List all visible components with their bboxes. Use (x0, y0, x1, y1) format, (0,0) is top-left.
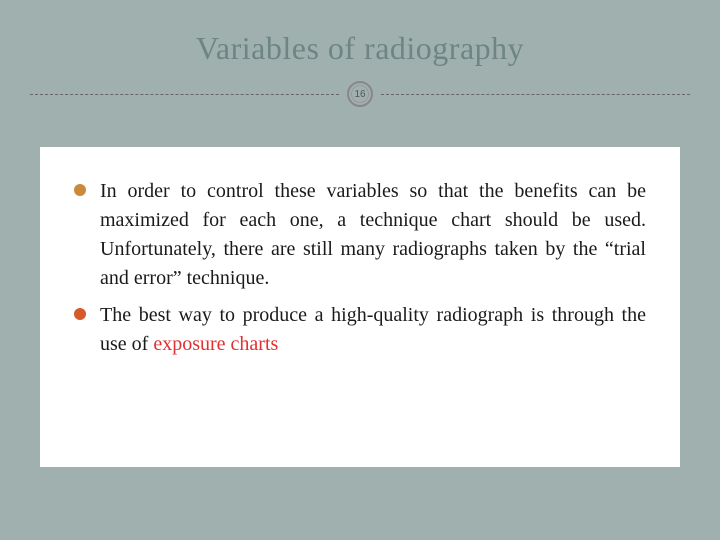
content-panel: In order to control these variables so t… (40, 147, 680, 467)
page-number-circle: 16 (347, 81, 373, 107)
divider-left (30, 94, 339, 95)
bullet-icon (74, 308, 86, 320)
slide-container: Variables of radiography 16 In order to … (10, 10, 710, 530)
bullet-item: In order to control these variables so t… (74, 177, 646, 293)
bullet-item: The best way to produce a high-quality r… (74, 301, 646, 359)
page-number: 16 (354, 89, 365, 100)
divider-row: 16 (10, 81, 710, 107)
bullet-text: The best way to produce a high-quality r… (100, 301, 646, 359)
bullet-text-main: In order to control these variables so t… (100, 180, 646, 289)
bullet-icon (74, 184, 86, 196)
slide-title: Variables of radiography (10, 10, 710, 77)
bullet-text-highlight: exposure charts (153, 333, 278, 355)
bullet-text: In order to control these variables so t… (100, 177, 646, 293)
divider-right (381, 94, 690, 95)
